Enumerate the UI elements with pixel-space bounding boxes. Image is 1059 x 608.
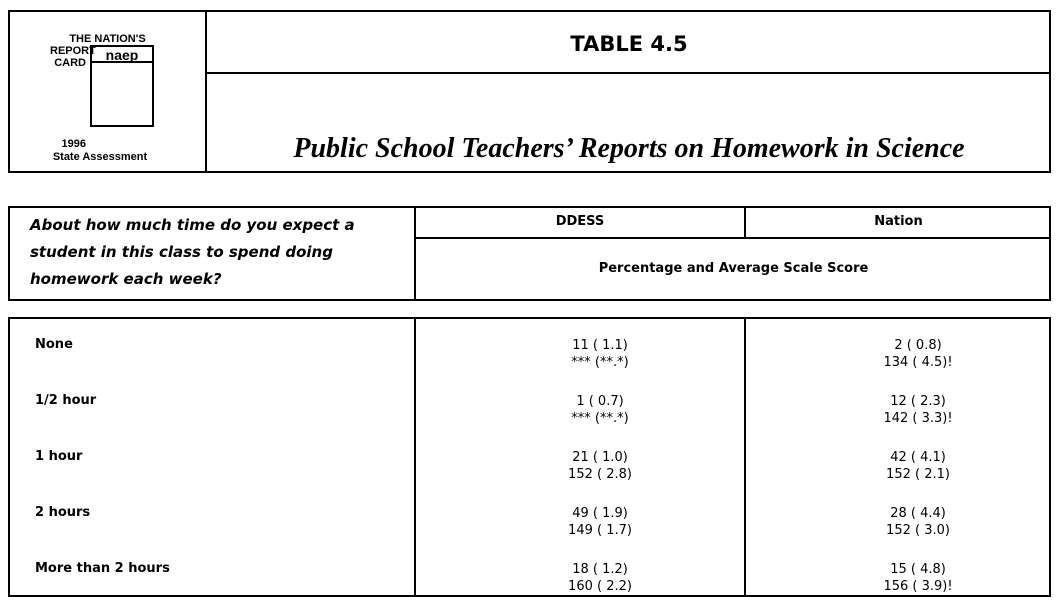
- cell-value: 42 ( 4.1): [890, 450, 946, 465]
- row-label: 1/2 hour: [35, 393, 97, 408]
- cell-value: 152 ( 2.8): [568, 467, 632, 482]
- logo-line: THE NATION'S: [69, 33, 146, 45]
- cell-value: *** (**.*): [571, 411, 629, 426]
- logo-line: State Assessment: [52, 151, 148, 163]
- logo-card: [90, 45, 154, 127]
- header-box: [8, 10, 1051, 173]
- cell-value: 152 ( 3.0): [886, 523, 950, 538]
- logo-badge: naep: [92, 48, 152, 63]
- cell-value: *** (**.*): [571, 355, 629, 370]
- col-divider: [414, 206, 416, 301]
- cell-value: 160 ( 2.2): [568, 579, 632, 594]
- cell-value: 15 ( 4.8): [890, 562, 946, 577]
- column-header-box: [8, 206, 1051, 301]
- row-label: None: [35, 337, 73, 352]
- cell-value: 149 ( 1.7): [568, 523, 632, 538]
- cell-value: 21 ( 1.0): [572, 450, 628, 465]
- subheader: Percentage and Average Scale Score: [598, 261, 869, 276]
- cell-value: 1 ( 0.7): [576, 394, 624, 409]
- cell-value: 28 ( 4.4): [890, 506, 946, 521]
- header-divider: [205, 10, 207, 173]
- header-rule: [207, 72, 1051, 74]
- logo-text: THE NATION'S: [55, 33, 160, 45]
- cell-value: 12 ( 2.3): [890, 394, 946, 409]
- logo-line: REPORT: [50, 45, 96, 57]
- cell-value: 49 ( 1.9): [572, 506, 628, 521]
- cell-value: 142 ( 3.3)!: [883, 411, 953, 426]
- cell-value: 156 ( 3.9)!: [883, 579, 953, 594]
- col-divider: [744, 206, 746, 238]
- question: About how much time do you expect a stud…: [30, 216, 355, 288]
- header-rule: [416, 237, 1051, 239]
- cell-value: 18 ( 1.2): [572, 562, 628, 577]
- body-box: [8, 317, 1051, 597]
- logo-year: 1996: [61, 138, 86, 150]
- col-divider: [744, 317, 746, 597]
- col-divider: [414, 317, 416, 597]
- row-label: 1 hour: [35, 449, 83, 464]
- column-header: DDESS: [555, 214, 605, 229]
- row-label: 2 hours: [35, 505, 91, 520]
- logo-text: REPORT CARD: [50, 45, 96, 69]
- column-header: Nation: [874, 214, 923, 229]
- logo-line: CARD: [54, 57, 86, 69]
- cell-value: 2 ( 0.8): [894, 338, 942, 353]
- cell-value: 134 ( 4.5)!: [883, 355, 953, 370]
- cell-value: 152 ( 2.1): [886, 467, 950, 482]
- table-title: TABLE 4.5: [570, 32, 688, 56]
- row-label: More than 2 hours: [35, 561, 170, 576]
- table-subtitle: Public School Teachers’ Reports on Homew…: [293, 133, 965, 164]
- cell-value: 11 ( 1.1): [572, 338, 628, 353]
